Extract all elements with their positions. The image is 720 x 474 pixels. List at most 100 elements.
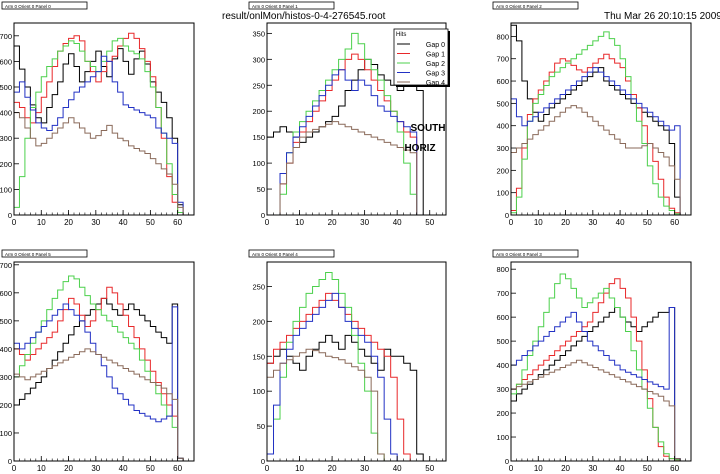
y-tick-label: 0	[261, 211, 265, 220]
y-tick-label: 0	[505, 211, 509, 220]
y-tick-label: 0	[8, 457, 12, 466]
annotation-horiz: HORIZ	[404, 143, 435, 154]
x-tick-label: 30	[588, 218, 597, 227]
panel-title: Arm 0 Orient 0 Panel 0	[5, 4, 51, 9]
x-tick-label: 40	[119, 464, 128, 473]
y-tick-label: 400	[0, 345, 12, 354]
x-tick-label: 30	[91, 464, 100, 473]
legend-entry: Gap 0	[426, 42, 445, 49]
x-tick-label: 50	[643, 464, 652, 473]
y-tick-label: 150	[252, 133, 265, 142]
x-tick-label: 0	[12, 464, 17, 473]
legend-entry: Gap 4	[426, 80, 445, 87]
panel-title: Arm 0 Orient 0 Panel 1	[252, 4, 298, 9]
x-tick-label: 40	[393, 218, 402, 227]
x-tick-label: 20	[64, 464, 73, 473]
panel-title-box	[492, 249, 579, 258]
x-tick-label: 30	[91, 218, 100, 227]
panel-title-box	[1, 249, 88, 258]
y-tick-label: 250	[252, 282, 265, 291]
legend: Hits Gap 0 Gap 1 Gap 2 Gap 3 Gap 4	[393, 28, 450, 87]
series-gap-3	[13, 55, 184, 215]
x-tick-label: 20	[328, 464, 337, 473]
y-tick-label: 100	[496, 189, 509, 198]
y-tick-label: 500	[0, 83, 12, 92]
y-tick-label: 0	[8, 211, 12, 220]
x-tick-label: 30	[588, 464, 597, 473]
x-tick-label: 60	[670, 464, 679, 473]
series-gap-2	[510, 31, 681, 215]
series-gap-2	[266, 271, 385, 461]
x-tick-label: 20	[328, 218, 337, 227]
legend-entry: Gap 2	[426, 61, 445, 68]
x-tick-label: 40	[393, 464, 402, 473]
y-tick-label: 0	[261, 457, 265, 466]
y-tick-label: 400	[496, 122, 509, 131]
y-tick-label: 400	[496, 361, 509, 370]
x-tick-label: 10	[37, 218, 46, 227]
y-tick-label: 250	[252, 81, 265, 90]
series-gap-2	[510, 273, 681, 461]
x-tick-label: 10	[295, 218, 304, 227]
x-tick-label: 50	[146, 218, 155, 227]
y-tick-label: 350	[252, 29, 265, 38]
panel-3: Arm 0 Orient 0 Panel 50 10 20 30 40 50 6001002…	[0, 249, 195, 473]
series-gap-3	[510, 67, 681, 215]
series-gap-1	[510, 278, 681, 461]
y-tick-label: 800	[496, 32, 509, 41]
panel-title: Arm 0 Orient 0 Panel 2	[496, 4, 542, 9]
plot-frame	[510, 261, 692, 462]
x-tick-label: 30	[360, 218, 369, 227]
x-tick-label: 10	[295, 464, 304, 473]
series-gap-4	[510, 105, 681, 215]
y-tick-label: 200	[496, 166, 509, 175]
x-tick-label: 20	[64, 218, 73, 227]
series-gap-3	[510, 307, 681, 461]
y-tick-label: 700	[0, 32, 12, 41]
x-tick-label: 10	[37, 464, 46, 473]
panel-title-box	[492, 1, 579, 10]
x-tick-label: 30	[360, 464, 369, 473]
x-tick-label: 0	[509, 218, 514, 227]
y-tick-label: 200	[252, 317, 265, 326]
x-tick-label: 50	[425, 464, 434, 473]
y-tick-label: 50	[257, 422, 265, 431]
plot-frame	[13, 261, 195, 462]
y-tick-label: 700	[0, 261, 12, 270]
series-gap-4	[13, 112, 184, 215]
series-gap-4	[267, 121, 424, 216]
panel-2: Arm 0 Orient 0 Panel 20 10 20 30 40 50 6001002…	[492, 1, 692, 227]
y-tick-label: 600	[496, 77, 509, 86]
y-tick-label: 600	[0, 57, 12, 66]
panel-title-box	[248, 1, 335, 10]
x-tick-label: 0	[12, 218, 17, 227]
y-tick-label: 200	[0, 401, 12, 410]
y-tick-label: 150	[252, 352, 265, 361]
x-tick-label: 40	[119, 218, 128, 227]
y-tick-label: 500	[0, 317, 12, 326]
plot-frame	[13, 22, 195, 216]
x-tick-label: 50	[425, 218, 434, 227]
panel-5: Arm 0 Orient 0 Panel 30 10 20 30 40 50 6001002…	[492, 249, 692, 473]
legend-entry: Gap 3	[426, 71, 445, 78]
y-tick-label: 0	[505, 457, 509, 466]
y-tick-label: 300	[496, 385, 509, 394]
series-gap-0	[510, 24, 681, 215]
y-tick-label: 800	[496, 265, 509, 274]
plot-frame	[266, 22, 447, 216]
series-gap-4	[266, 348, 385, 461]
y-tick-label: 100	[252, 159, 265, 168]
y-tick-label: 700	[496, 289, 509, 298]
panel-title: Arm 0 Orient 0 Panel 3	[496, 252, 542, 257]
x-tick-label: 50	[643, 218, 652, 227]
panel-title: Arm 0 Orient 0 Panel 4	[252, 252, 298, 257]
x-tick-label: 20	[561, 218, 570, 227]
y-tick-label: 700	[496, 55, 509, 64]
plot-frame	[510, 22, 692, 216]
y-tick-label: 500	[496, 99, 509, 108]
legend-entry: Gap 1	[426, 52, 445, 59]
legend-box	[393, 28, 449, 86]
legend-title: Hits	[396, 32, 406, 38]
y-tick-label: 600	[0, 289, 12, 298]
